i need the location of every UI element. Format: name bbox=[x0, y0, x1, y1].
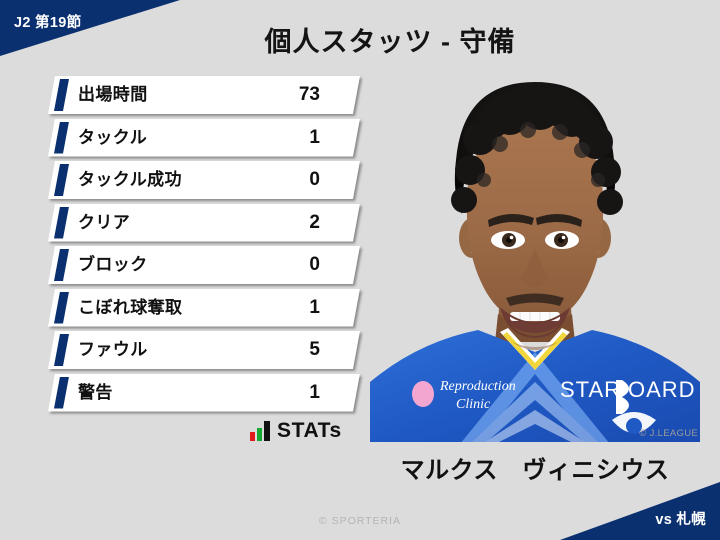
table-row: ファウル 5 bbox=[48, 331, 360, 369]
table-row: ブロック 0 bbox=[48, 246, 360, 284]
stat-value: 5 bbox=[309, 339, 320, 360]
row-plate bbox=[48, 373, 360, 412]
competition-badge: J2 第19節 bbox=[14, 15, 82, 31]
stat-value: 1 bbox=[309, 296, 320, 318]
stat-value: 1 bbox=[309, 381, 320, 403]
stat-value: 0 bbox=[309, 254, 320, 275]
stats-logo-text: STATs bbox=[277, 419, 342, 442]
stats-table: 出場時間 73 タックル 1 タックル成功 0 クリア 2 ブロック 0 bbox=[48, 76, 360, 416]
photo-credit: © J.LEAGUE bbox=[639, 428, 698, 439]
row-plate bbox=[48, 76, 360, 114]
stats-logo: STATs bbox=[250, 419, 342, 442]
row-plate bbox=[48, 246, 360, 284]
stat-label: タックル成功 bbox=[78, 170, 182, 189]
row-plate bbox=[48, 118, 360, 157]
table-row: タックル 1 bbox=[48, 118, 360, 157]
page-title: 個人スタッツ - 守備 bbox=[264, 27, 516, 57]
row-plate bbox=[48, 331, 360, 369]
bar-chart-icon bbox=[250, 421, 270, 441]
svg-text:Clinic: Clinic bbox=[456, 397, 491, 412]
stat-value: 1 bbox=[309, 126, 320, 148]
svg-text:OARD: OARD bbox=[628, 377, 696, 402]
stat-label: クリア bbox=[78, 212, 131, 232]
stat-label: ファウル bbox=[78, 340, 148, 359]
table-row: タックル成功 0 bbox=[48, 161, 360, 199]
table-row: 出場時間 73 bbox=[48, 76, 360, 114]
stat-label: タックル bbox=[78, 127, 148, 147]
stat-value: 0 bbox=[309, 169, 320, 190]
table-row: こぼれ球奪取 1 bbox=[48, 288, 360, 327]
row-plate bbox=[48, 288, 360, 327]
stat-label: ブロック bbox=[78, 255, 148, 274]
svg-text:STAR: STAR bbox=[560, 377, 621, 402]
opponent-label: vs 札幌 bbox=[655, 512, 706, 528]
stat-label: 警告 bbox=[78, 382, 113, 402]
stat-value: 73 bbox=[298, 84, 320, 105]
player-name: マルクス ヴィニシウス bbox=[400, 457, 670, 484]
player-photo: Reproduction Clinic STAR OARD bbox=[360, 52, 710, 442]
stat-label: こぼれ球奪取 bbox=[78, 297, 183, 317]
svg-text:Reproduction: Reproduction bbox=[439, 379, 516, 394]
stat-label: 出場時間 bbox=[78, 85, 148, 104]
row-plate bbox=[48, 203, 360, 242]
row-plate bbox=[48, 161, 360, 199]
table-row: 警告 1 bbox=[48, 373, 360, 412]
table-row: クリア 2 bbox=[48, 203, 360, 242]
site-credit: © SPORTERIA bbox=[318, 515, 402, 527]
stat-value: 2 bbox=[309, 211, 320, 233]
